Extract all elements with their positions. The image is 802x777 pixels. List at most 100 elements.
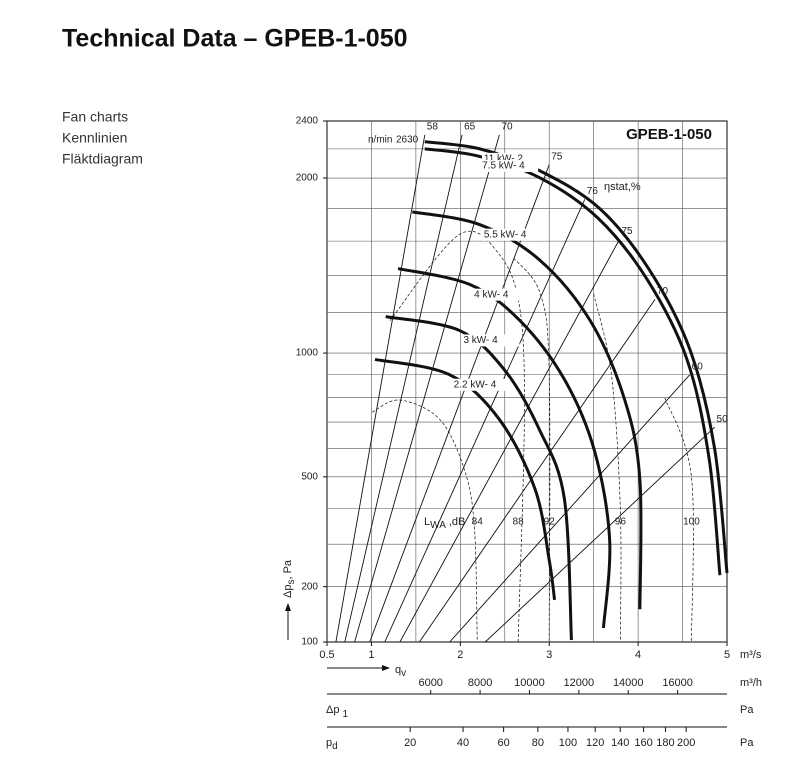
- efficiency-line-label: 50: [717, 414, 729, 425]
- y-label-main: Δp: [282, 585, 294, 598]
- fan-curve-label-bg: [480, 160, 539, 173]
- fan-curve-label: 11 kW- 2: [484, 154, 524, 165]
- fan-curve-label: 4 kW- 4: [474, 289, 509, 300]
- efficiency-line: [484, 426, 715, 643]
- x2-tick-label: 10000: [514, 677, 545, 689]
- fan-curve-label-bg: [461, 334, 520, 347]
- efficiency-line: [419, 299, 656, 643]
- fan-curve: [424, 147, 722, 576]
- noise-label-tail: ,dB: [449, 516, 466, 528]
- chart-title: GPEB-1-050: [626, 126, 712, 143]
- efficiency-line-label: 76: [587, 186, 599, 197]
- fan-curve-label: 3 kW- 4: [463, 335, 498, 346]
- x-label: qv: [395, 664, 406, 679]
- noise-line-label: 92: [544, 517, 556, 528]
- pd-unit: Pa: [740, 737, 754, 749]
- pd-tick-label: 200: [677, 737, 695, 749]
- efficiency-line-label: 70: [657, 286, 669, 297]
- x2-tick-label: 6000: [418, 677, 442, 689]
- pd-tick-label: 160: [634, 737, 652, 749]
- noise-line-label: 96: [615, 517, 627, 528]
- y-tick-label: 1000: [296, 348, 319, 359]
- plot: [323, 120, 729, 646]
- efficiency-line-label: 70: [501, 121, 513, 132]
- noise-label-sub: WA: [430, 520, 446, 531]
- box-title-bg: [598, 122, 726, 148]
- x-tick-label: 0.5: [319, 649, 334, 661]
- side-label: Kennlinien: [62, 130, 127, 146]
- x-tick-label: 4: [635, 649, 641, 661]
- x2-unit: m³/h: [740, 677, 762, 689]
- y-tick-label: 500: [301, 471, 318, 482]
- x2-tick-label: 8000: [468, 677, 492, 689]
- fan-curve-label: 5.5 kW- 4: [484, 229, 527, 240]
- fan-curve: [412, 210, 643, 610]
- fan-curve-label: 2.2 kW- 4: [454, 379, 497, 390]
- dp1-label: Δp 1: [326, 704, 348, 720]
- pd-label-main: p: [326, 737, 332, 749]
- x-tick-label: 5: [724, 649, 730, 661]
- pd-label-sub: d: [332, 741, 338, 752]
- x-label-main: q: [395, 664, 401, 676]
- efficiency-line-label: 58: [427, 121, 439, 132]
- fan-curve-label-bg: [451, 378, 510, 391]
- fan-curve-label: 7.5 kW- 4: [482, 161, 525, 172]
- y-label-sub: s: [286, 580, 297, 585]
- x-tick-label: 1: [368, 649, 374, 661]
- efficiency-line-label: 65: [464, 121, 476, 132]
- efficiency-line: [384, 199, 586, 643]
- fan-curve: [397, 267, 612, 629]
- efficiency-line-label: 75: [551, 151, 563, 162]
- page-title: Technical Data – GPEB-1-050: [62, 25, 408, 53]
- x-tick-label: 3: [546, 649, 552, 661]
- x-tick-label: 2: [457, 649, 463, 661]
- noise-line-label: 100: [683, 517, 700, 528]
- y-tick-label: 200: [301, 581, 318, 592]
- pd-label: pd: [326, 737, 338, 752]
- side-label: Fläktdiagram: [62, 151, 143, 167]
- y-label-tail: , Pa: [282, 559, 294, 579]
- dp1-unit: Pa: [740, 704, 754, 716]
- x-arrow-head: [382, 665, 390, 671]
- efficiency-line-label: 60: [692, 361, 704, 372]
- y-tick-label: 2400: [296, 116, 319, 127]
- side-label: Fan charts: [62, 109, 128, 125]
- x2-tick-label: 12000: [564, 677, 595, 689]
- fan-curve: [374, 357, 557, 601]
- x-label-sub: v: [401, 668, 406, 679]
- noise-label-main: L: [424, 516, 430, 528]
- efficiency-line: [335, 134, 426, 643]
- plot-frame: [326, 120, 728, 643]
- efficiency-line: [354, 134, 500, 643]
- speed-value: 2630: [396, 135, 419, 146]
- fan-curve: [385, 315, 573, 641]
- pd-tick-label: 20: [404, 737, 416, 749]
- y-label: Δps, Pa: [282, 559, 297, 598]
- pd-tick-label: 120: [586, 737, 604, 749]
- pd-tick-label: 60: [498, 737, 510, 749]
- speed-label: n/min: [368, 135, 392, 146]
- fan-curve-label-bg: [472, 288, 531, 301]
- pd-tick-label: 100: [559, 737, 577, 749]
- efficiency-label: ηstat,%: [604, 181, 641, 193]
- noise-line-label: 88: [513, 517, 525, 528]
- x2-tick-label: 16000: [662, 677, 693, 689]
- noise-line-label: 84: [472, 517, 484, 528]
- x-unit: m³/s: [740, 649, 762, 661]
- y-tick-label: 2000: [296, 173, 319, 184]
- pd-tick-label: 40: [457, 737, 469, 749]
- y-arrow-head: [285, 603, 291, 611]
- efficiency-line: [449, 374, 691, 643]
- noise-line: [593, 293, 622, 643]
- pd-tick-label: 80: [532, 737, 544, 749]
- y-tick-label: 100: [301, 637, 318, 648]
- pd-tick-label: 140: [611, 737, 629, 749]
- noise-label: LWA ,dB: [424, 516, 465, 531]
- x2-tick-label: 14000: [613, 677, 644, 689]
- noise-line: [664, 397, 694, 643]
- fan-curve-label-bg: [481, 228, 540, 241]
- efficiency-line-label: 75: [621, 226, 633, 237]
- efficiency-line: [344, 134, 463, 643]
- dp1-label-sub: 1: [342, 709, 348, 720]
